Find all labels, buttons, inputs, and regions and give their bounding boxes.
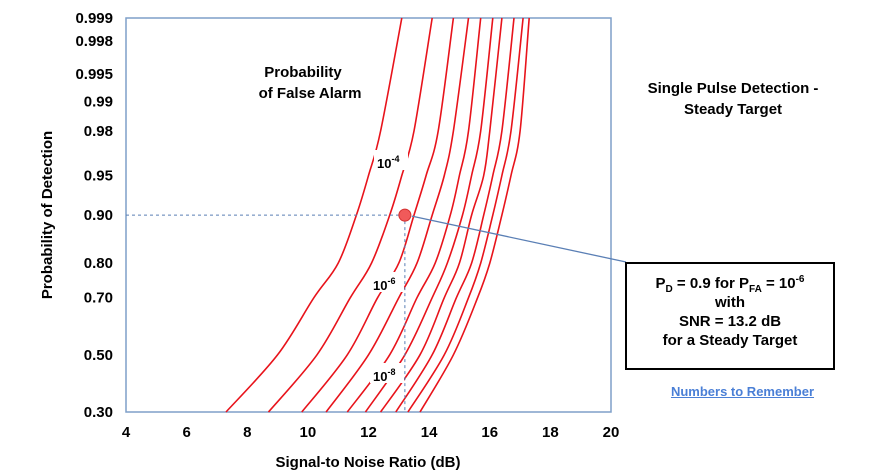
y-tick-labels: 0.999 0.998 0.995 0.99 0.98 0.95 0.90 0.80 0.70 0…	[75, 10, 113, 421]
pfa-curve-9	[407, 17, 524, 413]
x-tick-labels: 4 6 8 10 12 14 16 18 20	[122, 424, 620, 441]
guide-lines	[126, 214, 406, 412]
pfa-curve-4	[325, 17, 470, 413]
pfa-curve-10	[419, 17, 530, 413]
y-tick-label: 0.99	[84, 93, 113, 110]
x-tick-label: 4	[122, 424, 131, 441]
curve-label-1e-8: 10-8	[370, 363, 404, 384]
legend-title-line1: Probability	[264, 64, 342, 81]
x-tick-label: 16	[481, 424, 498, 441]
x-tick-label: 18	[542, 424, 559, 441]
y-axis-label: Probability of Detection	[39, 131, 56, 299]
annotation-line1: PD = 0.9 for PFA = 10-6	[655, 274, 805, 295]
pfa-curve-7	[379, 17, 503, 413]
curve-label-1e-4: 10-4	[374, 150, 408, 171]
y-tick-label: 0.995	[75, 66, 113, 83]
x-tick-label: 8	[243, 424, 251, 441]
pfa-curve-6	[364, 17, 494, 413]
x-tick-label: 14	[421, 424, 438, 441]
y-tick-label: 0.70	[84, 290, 113, 307]
svg-text:10-6: 10-6	[373, 276, 395, 293]
pfa-curve-8	[395, 17, 515, 413]
pfa-curve-5	[346, 17, 482, 413]
highlight-point	[398, 208, 412, 222]
y-tick-label: 0.95	[84, 168, 113, 185]
legend-title-line2: of False Alarm	[259, 85, 362, 102]
svg-text:10-8: 10-8	[373, 367, 395, 384]
y-tick-label: 0.998	[75, 33, 113, 50]
annotation-box: PD = 0.9 for PFA = 10-6 with SNR = 13.2 …	[625, 262, 835, 370]
chart-title-line2: Steady Target	[684, 101, 782, 118]
x-tick-label: 12	[360, 424, 377, 441]
x-tick-label: 20	[603, 424, 620, 441]
x-tick-label: 10	[300, 424, 317, 441]
callout-line	[411, 215, 627, 263]
numbers-to-remember-link[interactable]: Numbers to Remember	[670, 384, 815, 399]
svg-text:10-4: 10-4	[377, 154, 399, 171]
annotation-line2: with	[715, 294, 745, 311]
y-tick-label: 0.80	[84, 255, 113, 272]
y-tick-label: 0.90	[84, 207, 113, 224]
pfa-curve-3	[301, 17, 455, 413]
chart-title-line1: Single Pulse Detection -	[648, 80, 819, 97]
pfa-curve-2	[267, 17, 433, 413]
x-tick-label: 6	[182, 424, 190, 441]
curve-label-1e-6: 10-6	[370, 272, 404, 293]
y-tick-label: 0.98	[84, 123, 113, 140]
pfa-curve-1	[225, 17, 403, 413]
y-tick-label: 0.30	[84, 404, 113, 421]
y-tick-label: 0.50	[84, 347, 113, 364]
annotation-line4: for a Steady Target	[662, 332, 798, 349]
x-axis-label: Signal-to Noise Ratio (dB)	[276, 454, 461, 471]
y-tick-label: 0.999	[75, 10, 113, 27]
annotation-line3: SNR = 13.2 dB	[678, 313, 782, 330]
